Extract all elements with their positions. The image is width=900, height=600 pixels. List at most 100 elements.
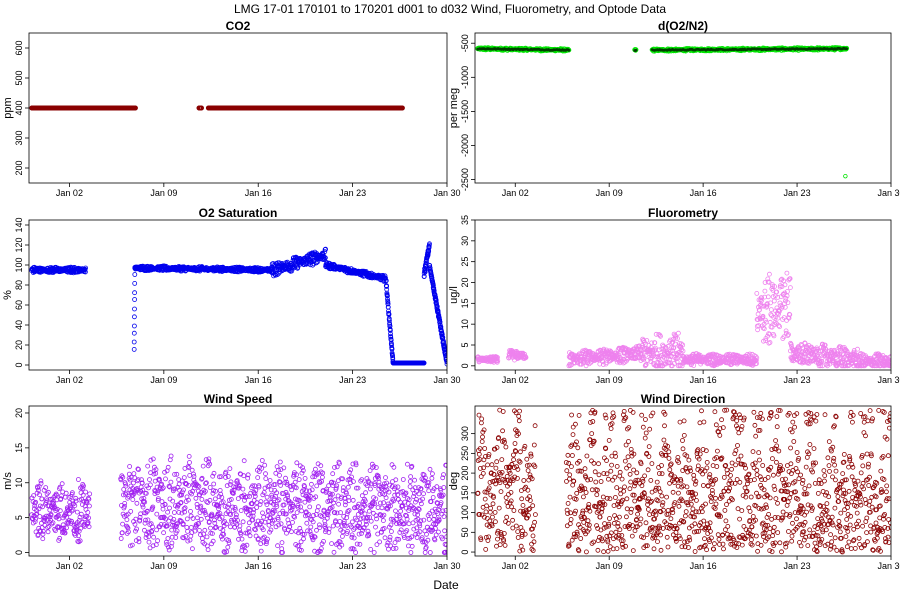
data-point	[314, 260, 319, 266]
data-point	[132, 280, 138, 286]
y-tick-label: 40	[14, 320, 24, 330]
data-point	[383, 278, 389, 284]
y-tick-label: -500	[460, 34, 470, 52]
x-tick-label: Jan 23	[339, 188, 366, 198]
data-point	[768, 307, 774, 313]
data-point	[443, 350, 447, 356]
data-point	[769, 324, 775, 330]
y-tick-label: 300	[14, 130, 24, 145]
data-point	[675, 336, 680, 341]
data-point	[756, 323, 762, 329]
panel-o2n2: d(O2/N2)per meg-2500-2000-1500-1000-500J…	[448, 19, 900, 198]
data-point	[670, 348, 675, 354]
data-point	[658, 333, 663, 339]
y-tick-label: -2500	[460, 168, 470, 191]
data-points	[475, 270, 891, 369]
data-point	[680, 348, 686, 354]
data-point	[131, 314, 137, 320]
data-point	[422, 269, 428, 275]
data-point	[132, 306, 137, 312]
data-point	[785, 289, 790, 294]
data-point	[653, 345, 658, 351]
data-point	[131, 346, 137, 352]
data-point	[385, 299, 391, 305]
data-point	[767, 340, 773, 345]
data-point	[421, 273, 427, 279]
data-point	[670, 337, 676, 342]
y-tick-label: -1500	[460, 100, 470, 123]
data-point	[761, 338, 766, 344]
data-point	[762, 288, 768, 294]
data-point	[781, 291, 786, 297]
data-point	[639, 348, 645, 354]
data-point	[855, 346, 860, 352]
x-tick-label: Jan 30	[433, 375, 460, 385]
x-tick-label: Jan 30	[877, 188, 900, 198]
data-point	[133, 105, 138, 111]
data-point	[658, 363, 664, 369]
panel-title: O2 Saturation	[199, 206, 278, 220]
data-point	[323, 246, 329, 252]
plot-frame	[474, 32, 892, 184]
y-tick-label: 80	[14, 280, 24, 290]
data-point	[771, 298, 777, 304]
y-tick-label: 200	[14, 160, 24, 175]
data-point	[388, 337, 394, 343]
data-point	[801, 357, 807, 363]
data-point	[441, 339, 447, 345]
y-tick-label: 500	[14, 70, 24, 85]
data-point	[437, 317, 443, 323]
data-point	[390, 353, 395, 359]
data-point	[132, 290, 138, 296]
data-point	[872, 363, 877, 369]
y-tick-label: -2000	[460, 134, 470, 157]
x-tick-label: Jan 09	[150, 188, 177, 198]
data-point	[772, 319, 778, 325]
data-point	[427, 263, 433, 268]
data-point	[672, 332, 678, 338]
y-axis-label: %	[2, 290, 14, 300]
x-tick-label: Jan 02	[56, 188, 83, 198]
data-point	[782, 282, 788, 288]
data-point	[131, 339, 137, 345]
x-tick-label: Jan 02	[56, 375, 83, 385]
data-point	[388, 340, 394, 346]
x-tick-label: Jan 16	[245, 188, 272, 198]
data-point	[649, 340, 654, 346]
data-point	[799, 350, 804, 356]
data-point	[787, 312, 793, 318]
data-point	[818, 363, 824, 369]
data-point	[429, 272, 434, 278]
data-point	[439, 331, 445, 337]
data-point	[785, 300, 791, 306]
data-point	[761, 326, 767, 332]
data-point	[765, 294, 771, 300]
data-point	[680, 342, 686, 348]
data-point	[771, 333, 777, 339]
data-point	[651, 348, 657, 353]
data-point	[131, 323, 137, 329]
data-point	[777, 324, 782, 330]
data-point	[637, 343, 642, 349]
x-tick-label: Jan 30	[433, 188, 460, 198]
data-point	[825, 361, 831, 367]
data-point	[131, 330, 137, 336]
data-point	[788, 285, 793, 291]
data-point	[654, 351, 660, 357]
data-point	[778, 277, 784, 283]
data-point	[382, 273, 388, 279]
x-tick-label: Jan 23	[339, 375, 366, 385]
data-point	[782, 304, 788, 310]
data-point	[383, 275, 388, 281]
data-point	[787, 276, 793, 282]
data-point	[322, 255, 328, 261]
data-point	[711, 351, 716, 357]
data-point	[384, 284, 390, 289]
y-tick-label: 400	[14, 100, 24, 115]
y-tick-label: 20	[14, 340, 24, 350]
data-point	[385, 301, 391, 307]
data-point	[818, 348, 823, 354]
data-point	[677, 363, 683, 369]
